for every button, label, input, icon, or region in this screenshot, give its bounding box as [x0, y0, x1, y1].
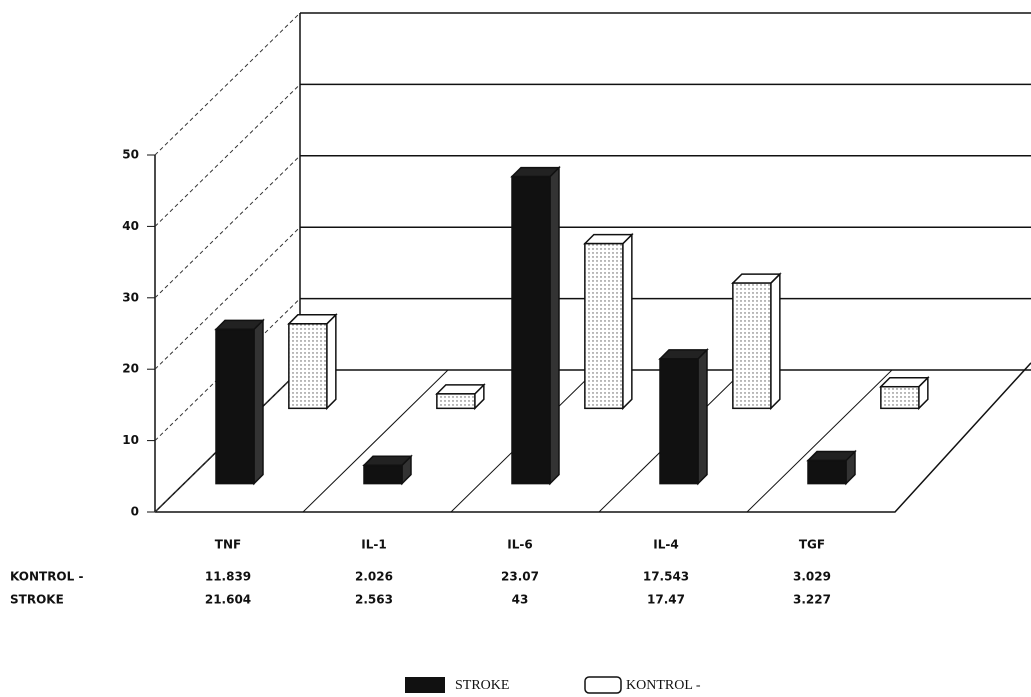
bar-top	[658, 349, 709, 360]
table-value: 43	[512, 593, 529, 607]
y-tick-label: 0	[131, 505, 139, 519]
floor-divider	[746, 369, 893, 513]
legend-swatch	[584, 676, 622, 694]
bar-side	[549, 165, 560, 486]
table-value: 3.227	[793, 593, 831, 607]
grid-line	[154, 84, 301, 227]
legend-label: KONTROL -	[626, 678, 701, 693]
table-value: 11.839	[205, 570, 251, 584]
legend-swatch	[405, 677, 445, 693]
y-tick-label: 40	[122, 219, 139, 233]
bar-side	[326, 312, 337, 411]
table-value: 2.026	[355, 570, 393, 584]
bar	[436, 393, 476, 410]
bar	[288, 323, 328, 410]
table-value: 17.543	[643, 570, 689, 584]
bar	[880, 385, 920, 410]
grid-line	[154, 226, 301, 370]
x-tick-label: IL-4	[653, 538, 678, 552]
x-tick-label: IL-1	[361, 538, 386, 552]
x-tick-label: TGF	[799, 538, 825, 552]
legend-label: STROKE	[455, 678, 509, 693]
bar-top	[731, 273, 782, 284]
bar-top	[583, 233, 634, 245]
grid-line	[154, 155, 301, 299]
x-tick-label: IL-6	[507, 538, 532, 552]
table-value: 17.47	[647, 593, 685, 607]
table-value: 21.604	[205, 593, 251, 607]
table-row-label: KONTROL -	[10, 570, 83, 584]
bar	[363, 464, 403, 485]
bar	[511, 175, 551, 485]
y-tick-label: 20	[122, 362, 139, 376]
bar-top	[879, 376, 930, 388]
bar-side	[697, 348, 708, 486]
table-value: 23.07	[501, 570, 539, 584]
bar-top	[287, 314, 338, 325]
bar-top	[806, 450, 857, 462]
y-tick-label: 10	[122, 433, 139, 447]
bar	[584, 242, 624, 410]
table-value: 3.029	[793, 570, 831, 584]
y-tick-label: 50	[122, 148, 139, 162]
bar-top	[435, 384, 486, 395]
bar-side	[622, 232, 633, 411]
table-value: 2.563	[355, 593, 393, 607]
bar	[807, 459, 847, 485]
bar-side	[253, 318, 264, 486]
table-row-label: STROKE	[10, 593, 64, 607]
bar	[215, 328, 255, 485]
bar-side	[770, 272, 781, 411]
x-tick-label: TNF	[215, 538, 241, 552]
floor-divider	[302, 369, 449, 513]
grid-line	[154, 12, 301, 156]
bar-top	[510, 166, 561, 178]
bar-top	[362, 455, 413, 467]
y-tick-label: 30	[122, 290, 139, 304]
bar	[732, 282, 772, 410]
bar	[659, 358, 699, 485]
bar-top	[214, 319, 265, 331]
